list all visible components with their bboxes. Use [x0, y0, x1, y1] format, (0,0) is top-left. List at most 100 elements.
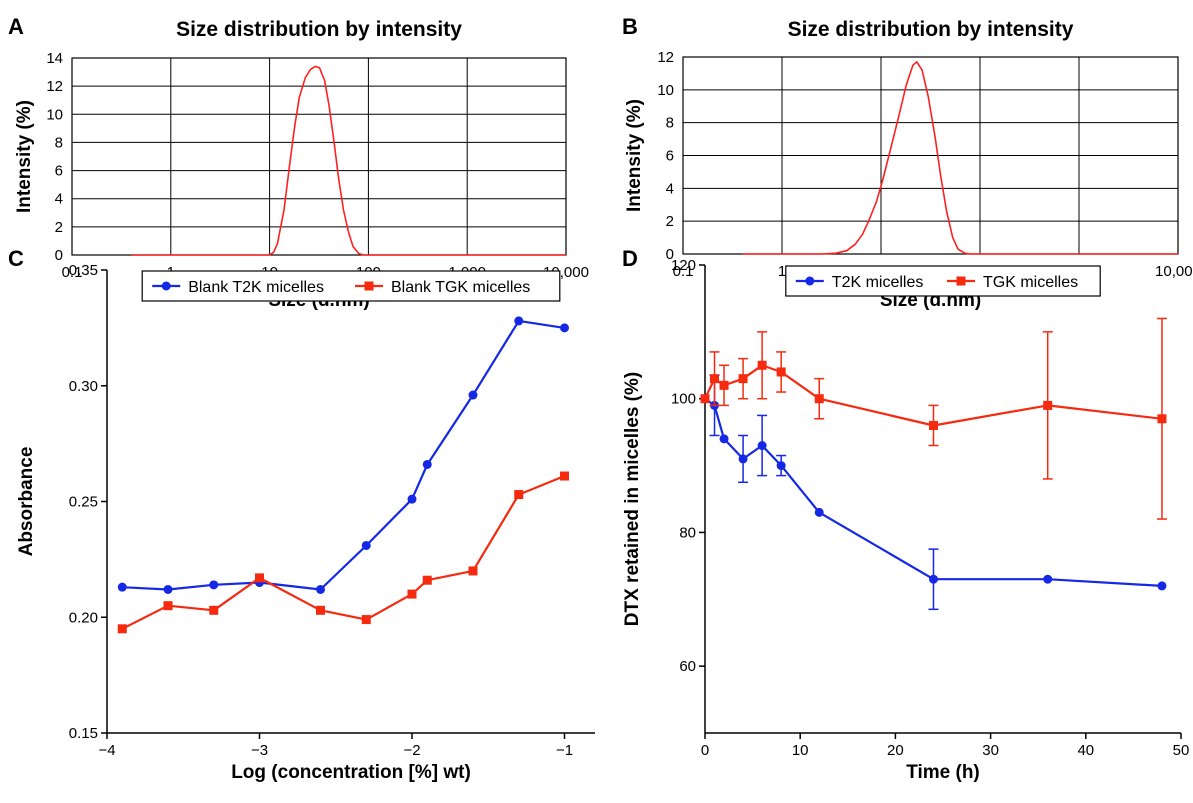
- data-point: [422, 575, 432, 585]
- series-line-2: [121, 474, 565, 630]
- y-axis-label: Intensity (%): [14, 100, 35, 213]
- data-point: [514, 316, 524, 326]
- y-tick-label: 6: [666, 148, 674, 165]
- data-point: [738, 374, 748, 384]
- data-point: [117, 582, 127, 592]
- series-line-1: [704, 397, 1163, 587]
- data-point: [560, 323, 569, 333]
- y-tick-label: 8: [666, 115, 674, 132]
- data-point: [209, 605, 219, 615]
- data-point: [757, 441, 767, 451]
- x-tick-label: 10: [792, 742, 809, 759]
- legend-label: Blank T2K micelles: [188, 279, 324, 296]
- y-tick-label: 2: [55, 219, 63, 236]
- legend-swatch-marker: [364, 281, 374, 291]
- y-axis-label: DTX retained in micelles (%): [622, 372, 643, 626]
- legend-box: [785, 265, 1101, 297]
- y-tick-label: 60: [679, 658, 696, 675]
- data-point: [422, 459, 432, 469]
- y-tick-label: 0: [55, 247, 63, 264]
- data-point: [560, 471, 569, 481]
- data-point: [757, 360, 767, 370]
- data-point: [163, 584, 173, 594]
- data-point: [163, 601, 173, 611]
- data-point: [928, 420, 938, 430]
- panel-letter-a: A: [8, 14, 24, 39]
- y-tick-label: 0.30: [69, 378, 98, 395]
- y-tick-label: 120: [671, 257, 696, 274]
- y-tick-label: 80: [679, 524, 696, 541]
- data-point: [700, 394, 710, 404]
- y-tick-label: 0.20: [69, 609, 98, 626]
- data-point: [514, 490, 524, 500]
- data-point: [776, 367, 786, 377]
- data-point: [1043, 400, 1053, 410]
- y-tick-label: 12: [657, 49, 674, 66]
- legend-label: T2K micelles: [832, 274, 924, 291]
- x-axis-label: Time (h): [906, 762, 980, 783]
- chart-d: 0 10 20 30 40 50 60 80 100 120 Time (h) DTX retaine…: [622, 257, 1189, 783]
- x-tick-label: 0.1: [673, 263, 694, 280]
- y-tick-label: 0.15: [69, 725, 98, 742]
- y-axis-label: Absorbance: [16, 447, 37, 557]
- panel-letter-b: B: [622, 14, 638, 39]
- data-point: [1043, 574, 1053, 584]
- data-point: [928, 574, 938, 584]
- x-tick-label: 10,000: [1155, 263, 1193, 280]
- y-tick-label: 10: [46, 106, 63, 123]
- series-line-2: [704, 364, 1163, 427]
- data-point: [1157, 414, 1167, 424]
- plot-frame: [682, 56, 1179, 255]
- x-tick-label: 40: [1077, 742, 1094, 759]
- data-point: [468, 390, 478, 400]
- legend-swatch-marker: [805, 276, 815, 286]
- y-tick-label: 6: [55, 163, 63, 180]
- x-tick-label: 0: [701, 742, 709, 759]
- data-point: [814, 394, 824, 404]
- data-point: [407, 494, 417, 504]
- y-tick-label: 0.25: [69, 494, 98, 511]
- x-tick-label: 30: [982, 742, 999, 759]
- chart-title: Size distribution by intensity: [788, 18, 1074, 41]
- legend-swatch-marker: [161, 281, 171, 291]
- y-tick-label: 0: [666, 246, 674, 263]
- x-tick-label: −3: [251, 742, 268, 759]
- data-point: [407, 589, 417, 599]
- series-line-1: [742, 61, 1178, 255]
- data-point: [316, 584, 325, 594]
- chart-title: Size distribution by intensity: [176, 18, 462, 41]
- x-axis-label: Log (concentration [%] wt): [231, 762, 471, 783]
- x-tick-label: −4: [98, 742, 115, 759]
- y-axis-label: Intensity (%): [624, 99, 645, 212]
- x-tick-label: 1: [778, 263, 786, 280]
- chart-c: −4 −3 −2 −1 0.15 0.20 0.25 0.30 0.35 Log (concent…: [16, 262, 595, 783]
- series-line-1: [122, 319, 565, 591]
- y-tick-label: 2: [666, 213, 674, 230]
- y-tick-label: 8: [55, 134, 63, 151]
- data-point: [776, 461, 786, 471]
- x-tick-label: 20: [887, 742, 904, 759]
- data-point: [361, 615, 371, 625]
- legend-swatch-marker: [956, 276, 966, 286]
- legend-label: TGK micelles: [983, 274, 1078, 291]
- data-point: [361, 540, 371, 550]
- data-point: [117, 624, 127, 634]
- data-point: [710, 374, 720, 384]
- y-tick-label: 100: [671, 391, 696, 408]
- panel-letter-c: C: [8, 246, 24, 271]
- data-point: [209, 580, 219, 590]
- data-point: [316, 605, 325, 615]
- x-tick-label: 0.1: [62, 264, 83, 281]
- series-line-1: [131, 65, 566, 256]
- x-tick-label: −2: [403, 742, 420, 759]
- panel-letter-d: D: [622, 246, 638, 271]
- x-tick-label: −1: [556, 742, 573, 759]
- data-point: [814, 507, 824, 517]
- data-point: [1157, 581, 1167, 591]
- legend-box: [141, 270, 561, 302]
- legend-label: Blank TGK micelles: [391, 279, 530, 296]
- y-tick-label: 12: [46, 78, 63, 95]
- data-point: [719, 434, 729, 444]
